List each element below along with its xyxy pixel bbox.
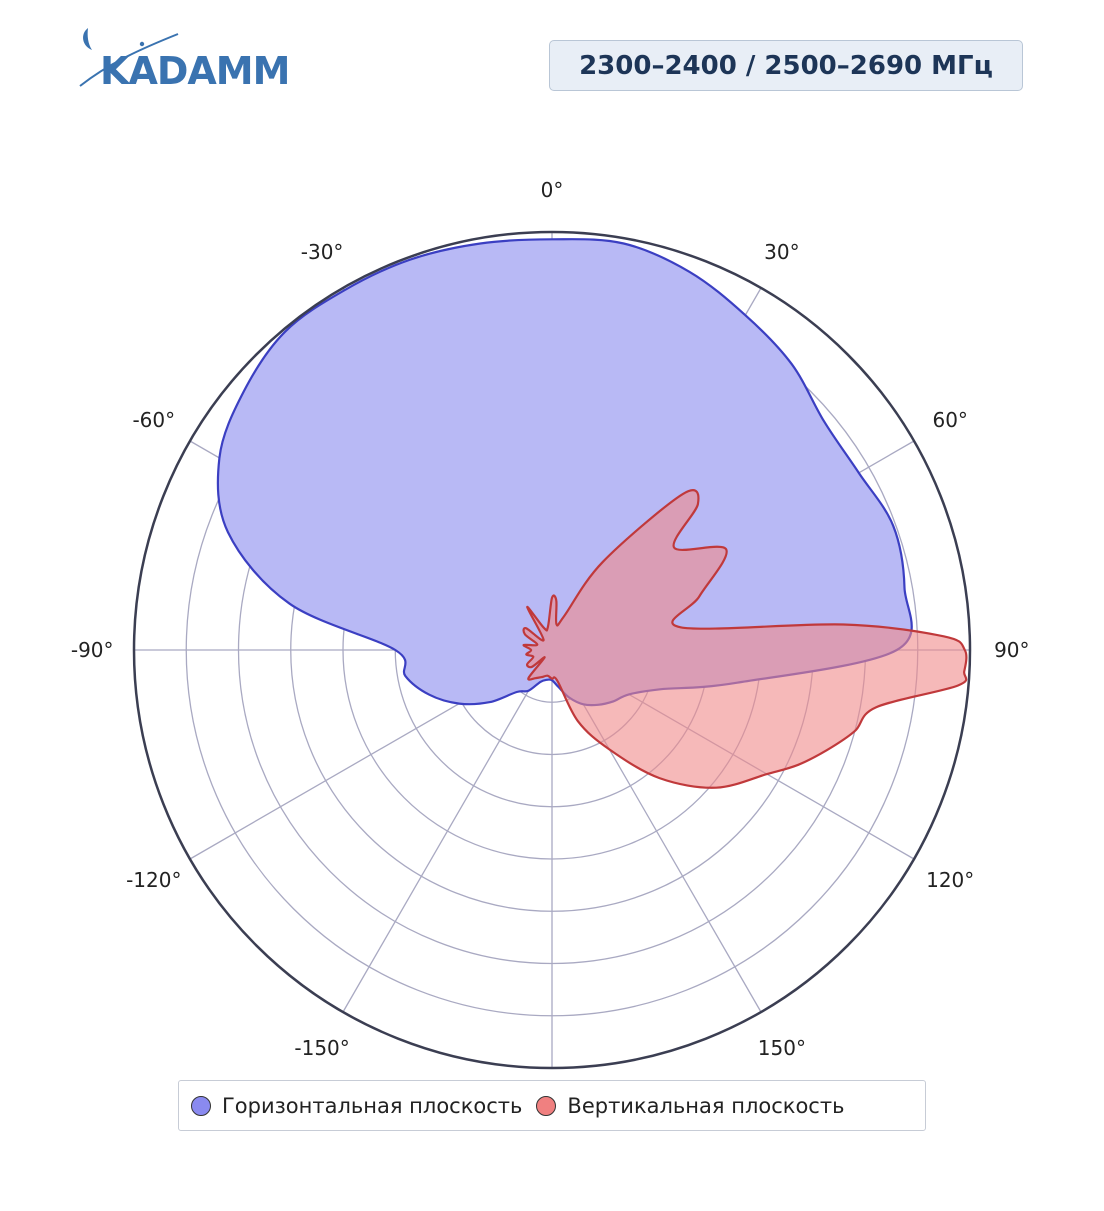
- logo-text: KADAMM: [100, 49, 290, 93]
- legend-item-vertical[interactable]: Вертикальная плоскость: [536, 1094, 844, 1118]
- angular-tick-labels: 0° 30° 60° 90° 120° 150° -150° -120° -90° -60° -30…: [71, 178, 1030, 1060]
- tick-label-0: 0°: [541, 178, 564, 202]
- tick-label-210: -150°: [294, 1036, 349, 1060]
- tick-label-300: -60°: [132, 408, 175, 432]
- tick-label-330: -30°: [301, 240, 344, 264]
- tick-label-60: 60°: [932, 408, 967, 432]
- series-horizontal-area: [216, 238, 913, 707]
- tick-label-30: 30°: [764, 240, 799, 264]
- frequency-badge: 2300–2400 / 2500–2690 МГц: [549, 40, 1023, 91]
- tick-label-120: 120°: [926, 868, 974, 892]
- legend-label-vertical: Вертикальная плоскость: [567, 1093, 845, 1118]
- series-layer: [216, 238, 968, 789]
- legend-label-horizontal: Горизонтальная плоскость: [222, 1093, 523, 1118]
- outer-ring: [132, 230, 972, 1070]
- tick-label-240: -120°: [126, 868, 181, 892]
- legend: Горизонтальная плоскость Вертикальная пл…: [178, 1080, 926, 1131]
- logo-mark-icon: [79, 28, 179, 87]
- legend-swatch-vertical: [536, 1095, 557, 1116]
- legend-swatch-horizontal: [191, 1095, 211, 1116]
- tick-label-150: 150°: [758, 1036, 806, 1060]
- tick-label-270: -90°: [71, 638, 114, 662]
- series-vertical-area: [522, 489, 968, 789]
- legend-item-horizontal[interactable]: Горизонтальная плоскость: [191, 1094, 522, 1118]
- grid-spoke-210: [342, 649, 553, 1013]
- tick-label-90: 90°: [994, 638, 1029, 662]
- kadamm-logo: KADAMM: [78, 24, 290, 93]
